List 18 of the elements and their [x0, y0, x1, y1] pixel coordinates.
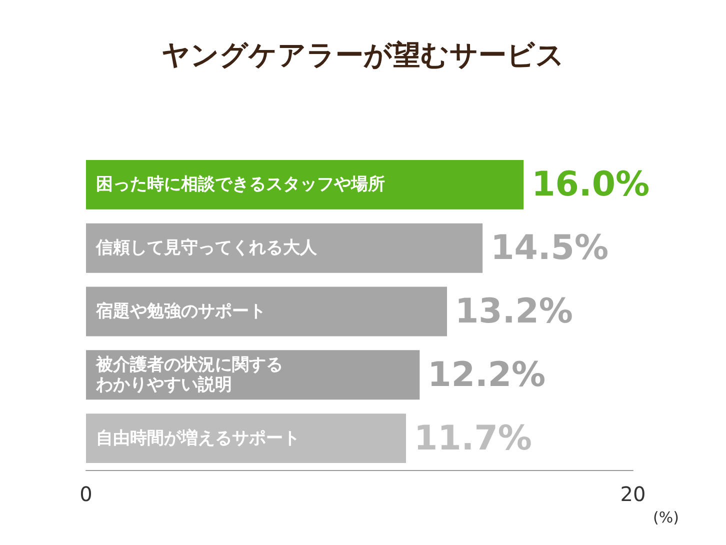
y-tick-label: 信頼して見守ってくれる大人 [95, 238, 318, 258]
bar [86, 286, 448, 336]
chart-title: ヤングケアラーが望むサービス [162, 38, 564, 72]
y-tick-label: 困った時に相談できるスタッフや場所 [96, 174, 385, 195]
x-tick-label: 20 [620, 482, 646, 506]
data-label: 13.2% [455, 292, 573, 332]
bar [86, 223, 483, 273]
y-tick-label: 被介護者の状況に関するわかりやすい説明 [95, 354, 283, 395]
y-tick-label: 自由時間が増えるサポート [96, 427, 300, 448]
bar [86, 414, 406, 464]
data-label: 11.7% [414, 418, 532, 458]
data-label: 14.5% [490, 228, 609, 268]
x-tick-label: 0 [80, 482, 92, 506]
y-tick-label: 宿題や勉強のサポート [95, 302, 266, 322]
data-label: 16.0% [532, 164, 650, 205]
x-axis-title: (%) [653, 508, 679, 526]
bar [86, 160, 524, 210]
data-label: 12.2% [428, 354, 546, 395]
